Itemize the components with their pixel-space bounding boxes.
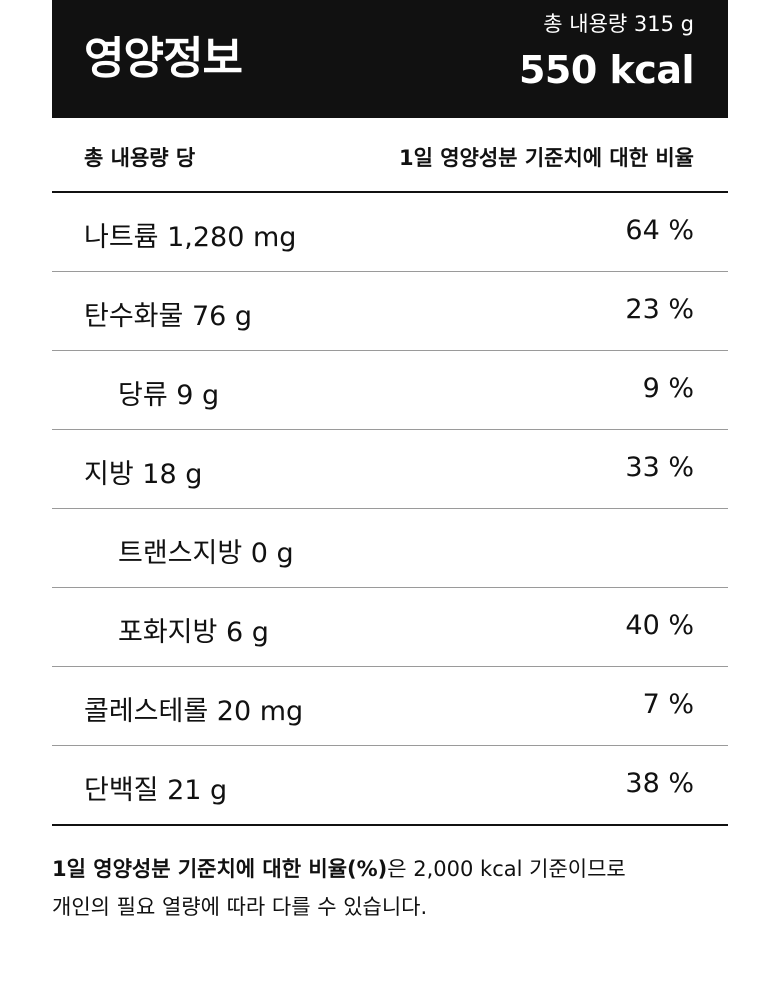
- label-title: 영양정보: [84, 33, 243, 84]
- nutrient-daily-percent: 38 %: [625, 768, 694, 799]
- footnote-rest: 은 2,000 kcal 기준이므로: [387, 857, 626, 881]
- nutrient-row: 트랜스지방 0 g: [52, 509, 728, 588]
- nutrient-list: 나트륨 1,280 mg 64 % 탄수화물 76 g 23 % 당류 9 g 9 % 지방…: [52, 193, 728, 826]
- total-amount: 총 내용량 315 g: [543, 12, 694, 36]
- nutrient-name: 단백질 21 g: [84, 775, 228, 806]
- nutrient-row: 나트륨 1,280 mg 64 %: [52, 193, 728, 272]
- footnote-bold: 1일 영양성분 기준치에 대한 비율(%): [52, 857, 388, 881]
- nutrient-daily-percent: 7 %: [642, 689, 694, 720]
- footnote-line-1: 1일 영양성분 기준치에 대한 비율(%)은 2,000 kcal 기준이므로: [52, 850, 728, 888]
- nutrient-name: 나트륨 1,280 mg: [84, 222, 297, 253]
- nutrient-row: 지방 18 g 33 %: [52, 430, 728, 509]
- nutrient-name: 당류 9 g: [118, 380, 220, 411]
- nutrient-row: 탄수화물 76 g 23 %: [52, 272, 728, 351]
- column-header: 총 내용량 당 1일 영양성분 기준치에 대한 비율: [52, 118, 728, 193]
- nutrient-name: 콜레스테롤 20 mg: [84, 696, 304, 727]
- nutrient-row: 단백질 21 g 38 %: [52, 746, 728, 826]
- footnote: 1일 영양성분 기준치에 대한 비율(%)은 2,000 kcal 기준이므로 …: [52, 850, 728, 926]
- nutrient-row: 당류 9 g 9 %: [52, 351, 728, 430]
- nutrient-name: 포화지방 6 g: [118, 617, 269, 648]
- nutrient-row: 포화지방 6 g 40 %: [52, 588, 728, 667]
- nutrient-name: 트랜스지방 0 g: [118, 538, 294, 569]
- label-header: 영양정보 총 내용량 315 g 550 kcal: [52, 0, 728, 118]
- nutrient-row: 콜레스테롤 20 mg 7 %: [52, 667, 728, 746]
- nutrient-name: 탄수화물 76 g: [84, 301, 253, 332]
- calories-value: 550 kcal: [518, 48, 695, 92]
- nutrition-facts-label: 영양정보 총 내용량 315 g 550 kcal 총 내용량 당 1일 영양성…: [52, 0, 728, 826]
- nutrient-name: 지방 18 g: [84, 459, 203, 490]
- nutrient-daily-percent: 64 %: [625, 215, 694, 246]
- nutrient-daily-percent: 23 %: [625, 294, 694, 325]
- column-header-per-total: 총 내용량 당: [84, 146, 196, 170]
- nutrient-daily-percent: 40 %: [625, 610, 694, 641]
- nutrient-daily-percent: 9 %: [642, 373, 694, 404]
- footnote-line-2: 개인의 필요 열량에 따라 다를 수 있습니다.: [52, 895, 428, 919]
- nutrient-daily-percent: 33 %: [625, 452, 694, 483]
- column-header-daily-value: 1일 영양성분 기준치에 대한 비율: [398, 146, 694, 170]
